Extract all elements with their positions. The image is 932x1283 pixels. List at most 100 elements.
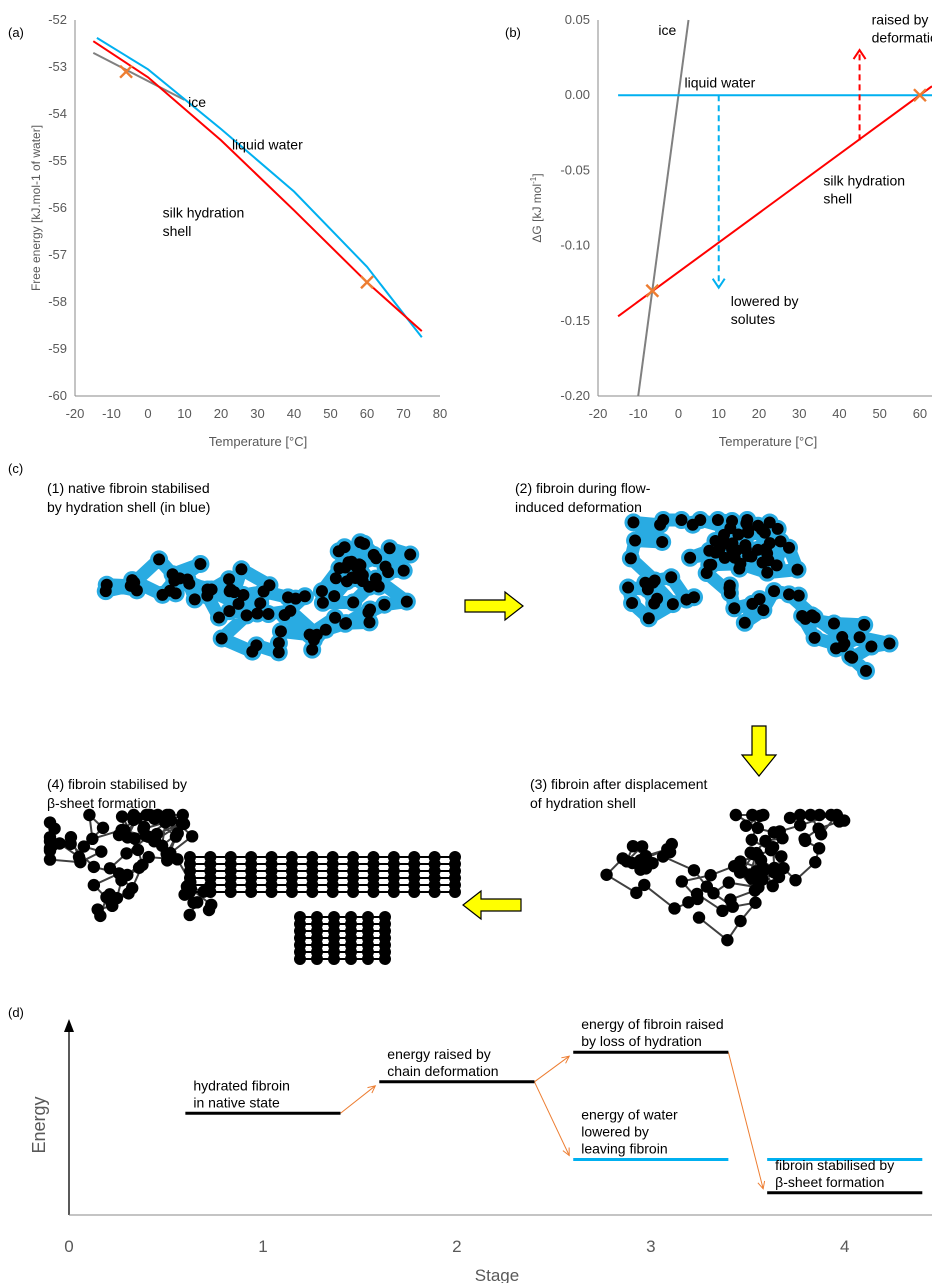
residue-bead	[235, 563, 248, 576]
residue-bead	[64, 831, 78, 844]
residue-bead	[753, 593, 766, 606]
residue-bead	[761, 566, 774, 579]
molecule-beta-sheet	[43, 808, 461, 965]
residue-bead	[808, 631, 821, 644]
d-energy-level-label: energy raised by chain deformation	[387, 1046, 498, 1079]
residue-bead	[105, 897, 118, 910]
residue-bead	[115, 810, 129, 823]
panel-c-label: (c)	[8, 461, 23, 476]
residue-bead	[329, 611, 342, 624]
residue-bead	[346, 571, 359, 584]
residue-bead	[351, 561, 364, 574]
residue-bead	[363, 616, 376, 629]
d-x-tick-label: 0	[64, 1237, 73, 1256]
a-x-tick-label: -20	[66, 406, 85, 421]
residue-bead	[742, 526, 755, 539]
residue-bead	[137, 822, 150, 836]
residue-bead	[700, 567, 713, 580]
b-annotations-group: ice liquid water silk hydration shell lowere…	[658, 12, 932, 327]
residue-bead	[87, 860, 101, 874]
d-transition-arrow	[340, 1085, 376, 1114]
residue-bead	[624, 552, 637, 565]
residue-bead	[732, 528, 745, 541]
beta-residue	[408, 886, 421, 898]
b-series-group	[617, 19, 932, 397]
residue-bead	[194, 557, 207, 570]
residue-bead	[86, 832, 99, 846]
residue-bead	[770, 559, 783, 572]
residue-bead	[358, 537, 371, 550]
residue-bead	[298, 590, 311, 603]
panel-b: (b) 0.050.00-0.05-0.10-0.15-0.20 -20 -10 0…	[505, 12, 932, 449]
residue-bead	[136, 858, 149, 872]
a-y-tick-label: -54	[48, 106, 67, 121]
residue-bead	[306, 643, 319, 656]
residue-bead	[734, 855, 747, 868]
residue-bead	[622, 581, 635, 594]
residue-bead	[378, 598, 391, 611]
d-x-tick-label: 3	[646, 1237, 655, 1256]
residue-bead	[372, 580, 385, 593]
residue-bead	[744, 846, 757, 859]
d-energy-level-label: fibroin stabilised by β-sheet formation	[775, 1157, 894, 1190]
panel-d: (d) 0 1 2 3 4 Stage Energy hydrated fibroin i…	[8, 1005, 932, 1283]
residue-bead	[812, 842, 826, 855]
residue-bead	[160, 847, 173, 861]
beta-residue	[347, 886, 360, 898]
beta-residue	[449, 886, 461, 898]
a-y-tick-label: -52	[48, 12, 67, 27]
residue-bead	[757, 604, 770, 617]
b-annotation: silk hydration	[823, 172, 905, 188]
residue-bead	[794, 819, 807, 832]
beta-residue	[379, 953, 391, 965]
b-y-ticks: 0.05 0.00 -0.05 -0.10 -0.15 -0.20	[560, 12, 590, 403]
residue-bead	[329, 572, 342, 585]
residue-bead	[600, 868, 613, 881]
residue-bead	[741, 514, 754, 526]
residue-bead	[729, 808, 743, 822]
residue-bead	[726, 514, 739, 527]
d-label-line: energy of water	[581, 1107, 678, 1123]
residue-bead	[339, 617, 352, 630]
residue-bead	[865, 640, 878, 653]
b-series-line-ice	[637, 19, 690, 397]
residue-bead	[188, 593, 201, 606]
molecule-deformed-hydrated	[619, 511, 899, 680]
b-x-tick-label: -20	[589, 406, 608, 421]
residue-bead	[745, 872, 759, 885]
d-connectors-group	[340, 1052, 766, 1190]
a-x-ticks: -20 -10 0 10 20 30 40 50 60 70 80	[66, 406, 448, 421]
b-y-tick-label: -0.15	[560, 313, 590, 328]
b-y-axis-label-end: ]	[530, 173, 544, 176]
a-y-tick-label: -56	[48, 200, 67, 215]
a-annotation: silk hydration	[163, 204, 245, 220]
c2-caption-line2: induced deformation	[515, 499, 642, 515]
a-series-line-liquid	[96, 37, 423, 338]
residue-bead	[844, 650, 857, 663]
d-energy-level-label: energy of water lowered by leaving fibroin	[581, 1107, 678, 1157]
residue-bead	[223, 573, 236, 586]
molecule-dehydrated	[600, 808, 851, 947]
residue-bead	[648, 574, 661, 587]
a-x-tick-label: 40	[287, 406, 301, 421]
residue-bead	[175, 817, 189, 830]
residue-bead	[254, 597, 267, 610]
b-y-axis-label-sup: -1	[529, 176, 538, 184]
d-x-tick-label: 1	[258, 1237, 267, 1256]
residue-bead	[99, 585, 112, 598]
residue-bead	[128, 576, 141, 589]
b-arrowhead-icon	[852, 48, 867, 60]
panel-a-label: (a)	[8, 25, 24, 40]
residue-bead	[272, 637, 285, 650]
residue-bead	[159, 816, 172, 829]
d-levels-group: hydrated fibroin in native state energy ra…	[185, 1016, 923, 1195]
b-annotation: shell	[823, 190, 852, 206]
d-label-line: chain deformation	[387, 1063, 498, 1079]
residue-bead	[213, 611, 226, 624]
a-x-tick-label: 60	[360, 406, 374, 421]
b-series-line-silk	[617, 85, 932, 318]
residue-bead	[103, 862, 117, 875]
residue-bead	[332, 545, 345, 558]
c3-caption-line2: of hydration shell	[530, 795, 636, 811]
residue-bead	[700, 880, 714, 893]
